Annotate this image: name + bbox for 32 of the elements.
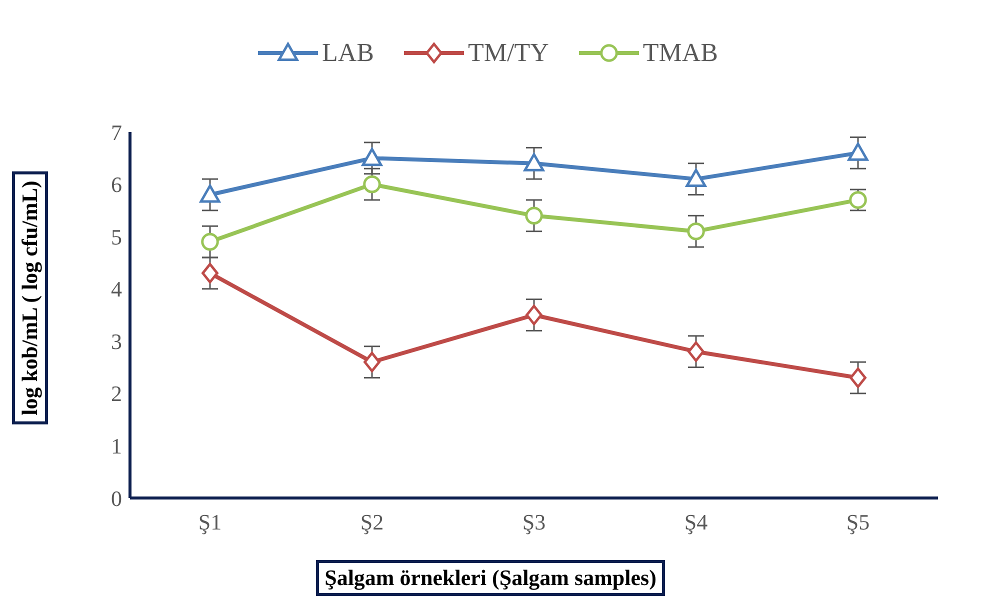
y-tick-label: 4	[111, 276, 122, 302]
legend-label: LAB	[322, 38, 374, 68]
y-tick-label: 2	[111, 381, 122, 406]
x-axis-title: Şalgam örnekleri (Şalgam samples)	[316, 560, 666, 596]
x-tick-label: Ş2	[360, 510, 384, 535]
point	[526, 304, 542, 326]
point	[524, 153, 544, 172]
y-tick-label: 3	[111, 328, 122, 354]
x-tick-label: Ş1	[198, 510, 222, 535]
y-tick-label: 6	[111, 172, 122, 198]
point	[202, 262, 218, 284]
point	[848, 142, 868, 161]
legend-label: TM/TY	[468, 38, 549, 68]
point	[525, 206, 543, 225]
point	[362, 148, 382, 166]
y-axis-title: log kob/mL ( log cfu/mL)	[12, 172, 48, 424]
point	[686, 168, 706, 188]
point	[200, 184, 220, 203]
x-tick-label: Ş3	[522, 510, 546, 535]
point	[850, 367, 866, 388]
y-tick-label: 0	[111, 486, 122, 511]
point	[688, 341, 704, 362]
point	[201, 232, 219, 251]
legend-label: TMAB	[642, 38, 718, 68]
y-tick-label: 1	[111, 434, 122, 459]
x-tick-label: Ş4	[684, 510, 708, 535]
point	[363, 175, 381, 194]
y-tick-label: 7	[111, 120, 122, 145]
point	[687, 222, 705, 240]
x-tick-label: Ş5	[846, 510, 870, 535]
point	[364, 352, 380, 372]
y-tick-label: 5	[111, 224, 122, 250]
